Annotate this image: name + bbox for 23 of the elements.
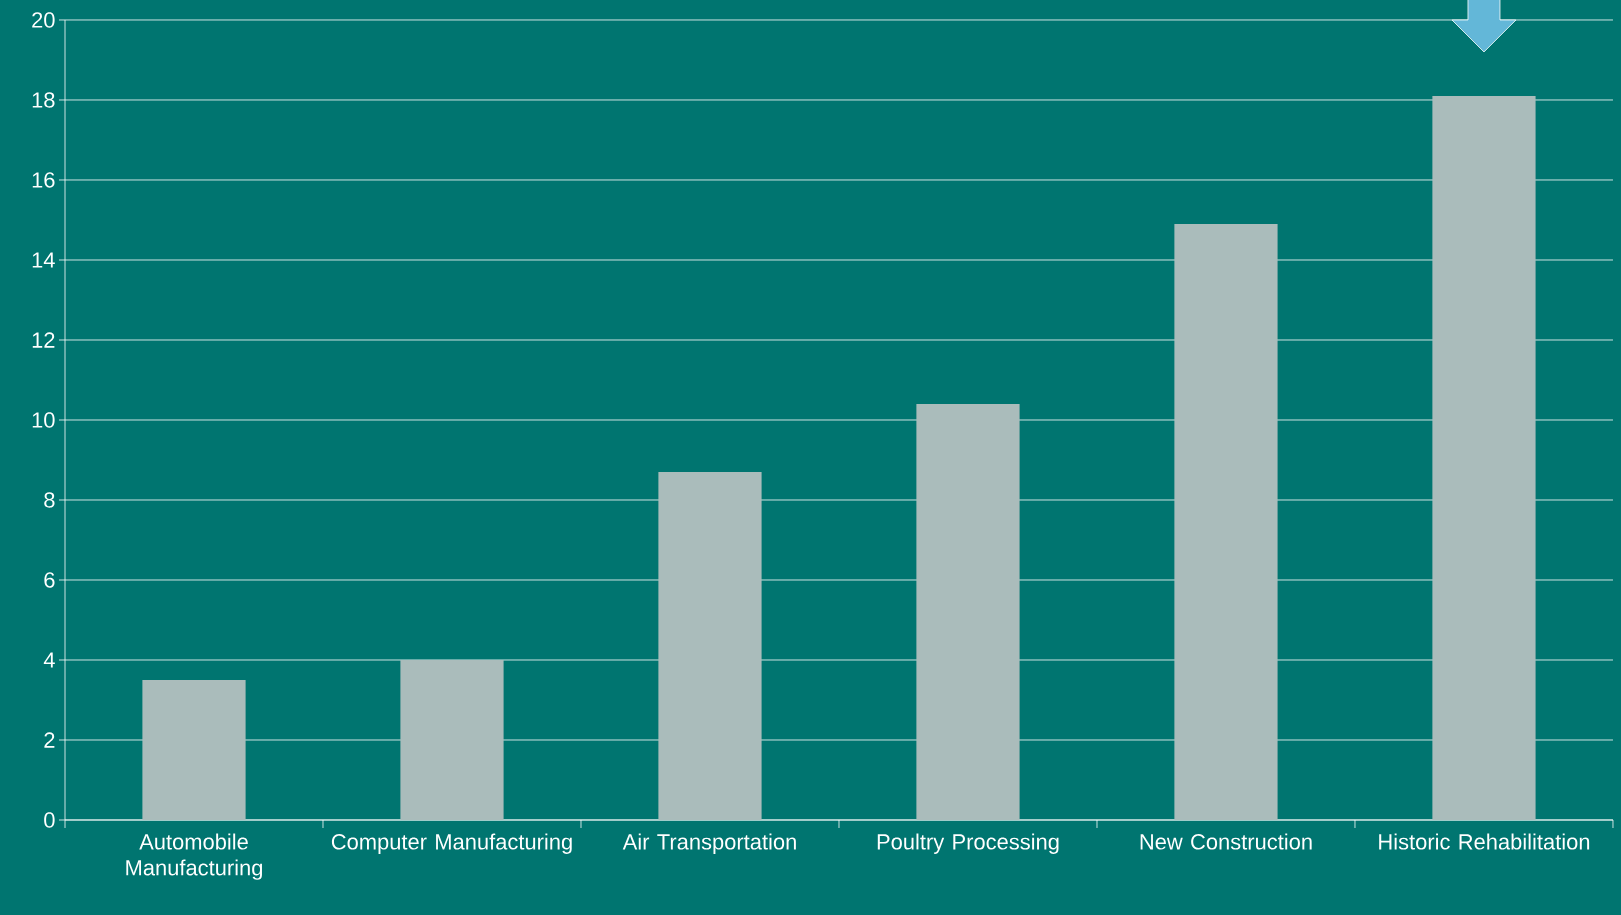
y-tick-label: 0 [44,812,55,828]
x-tick-label: Historic Rehabilitation [1379,833,1590,850]
y-tick-label: 12 [32,332,55,348]
y-tick-label: 2 [44,732,55,748]
bar [1174,223,1278,820]
y-tick-label: 16 [32,172,55,188]
y-tick-label: 10 [32,412,55,428]
y-tick-label: 14 [32,252,55,268]
bar [142,680,246,820]
x-tick-label: Automobile Manufacturing [126,833,263,880]
bar [400,660,504,820]
x-tick-label: Poultry Processing [877,833,1059,854]
x-tick-label: New Construction [1140,833,1312,850]
bar [916,403,1020,820]
y-tick-label: 18 [32,92,55,108]
bar [1432,95,1536,820]
y-tick-label: 4 [43,652,55,668]
bar [658,471,762,820]
x-tick-label: Air Transportation [622,833,796,854]
y-tick-label: 8 [44,492,55,508]
y-tick-label: 20 [32,12,55,28]
y-tick-label: 6 [44,572,55,588]
x-tick-label: Computer Manufacturing [331,833,572,854]
